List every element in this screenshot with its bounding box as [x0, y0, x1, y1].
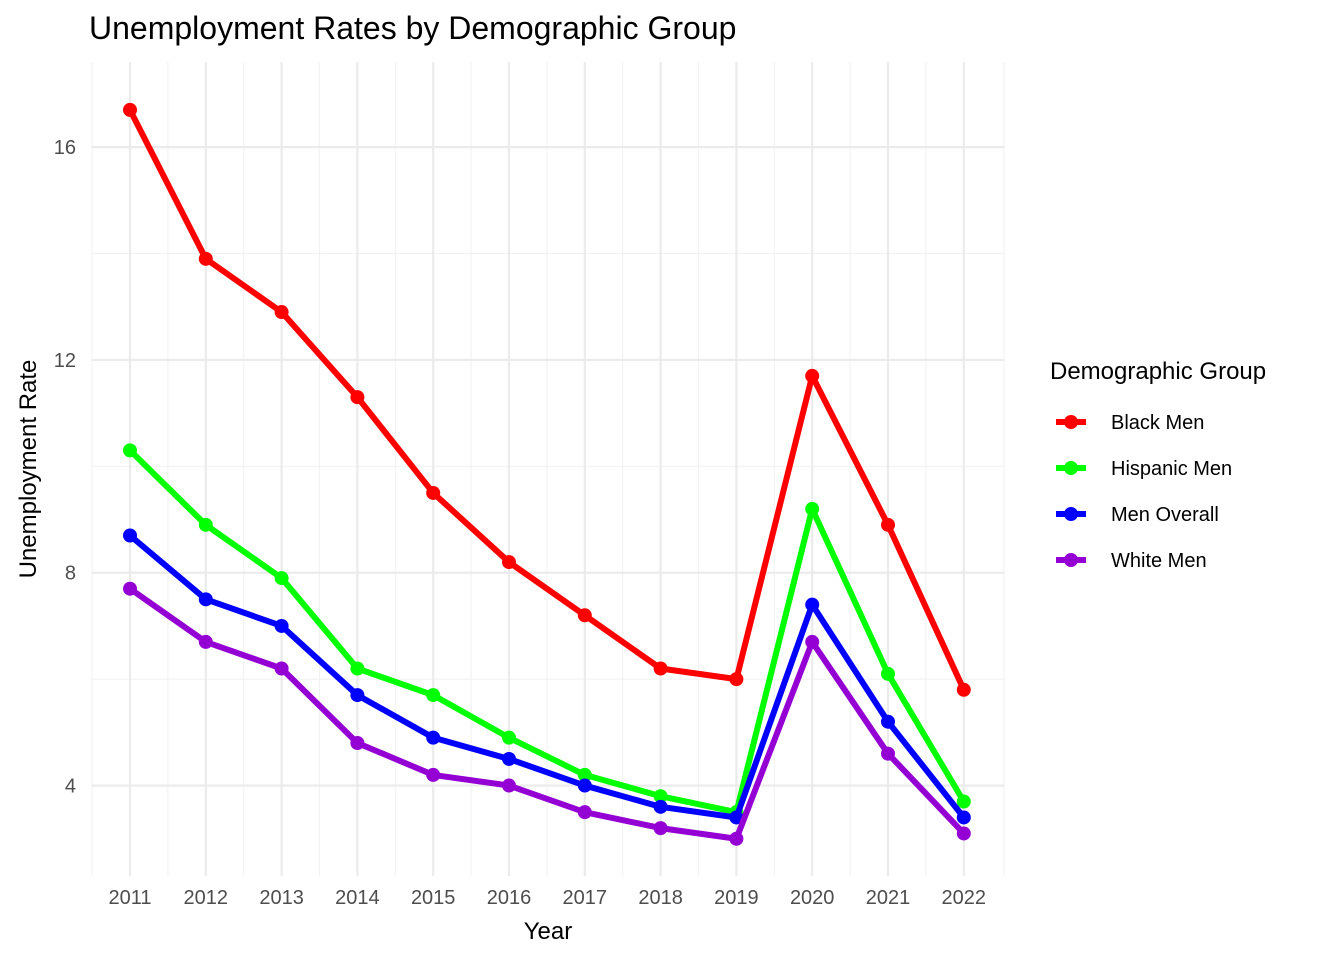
data-point-white-men [198, 634, 213, 649]
data-point-men-overall [577, 778, 592, 793]
data-point-white-men [653, 821, 668, 836]
data-point-hispanic-men [350, 661, 365, 676]
legend-key-point [1064, 507, 1078, 521]
data-point-white-men [956, 826, 971, 841]
legend-item-black-men: Black Men [1056, 412, 1204, 434]
series-white-men [123, 581, 971, 846]
x-axis-ticks: 2011 2012 2013 2014 2015 2016 2017 2018 2019 2020… [108, 887, 986, 909]
legend-item-white-men: White Men [1056, 550, 1207, 572]
data-point-black-men [502, 555, 516, 570]
legend: Demographic Group Black Men Hispanic Men M… [1050, 358, 1266, 572]
x-tick-label: 2015 [411, 887, 456, 909]
series-line-white-men [128, 586, 966, 842]
series-line-hispanic-men [127, 448, 967, 816]
x-tick-label: 2014 [335, 887, 380, 909]
data-point-black-men [653, 661, 668, 676]
data-point-white-men [577, 805, 592, 820]
series-black-men [123, 102, 971, 697]
data-point-white-men [350, 735, 365, 750]
legend-key-point [1064, 553, 1078, 567]
x-tick-label: 2017 [563, 887, 608, 909]
legend-label: White Men [1111, 550, 1207, 572]
legend-label: Men Overall [1111, 504, 1219, 526]
x-axis-title: Year [524, 918, 573, 945]
data-point-hispanic-men [805, 501, 820, 516]
data-point-black-men [729, 672, 744, 687]
data-point-men-overall [729, 810, 744, 825]
data-point-hispanic-men [274, 571, 289, 586]
data-point-men-overall [350, 688, 365, 703]
legend-item-men-overall: Men Overall [1056, 504, 1219, 526]
y-tick-label: 12 [54, 350, 76, 372]
data-point-black-men [805, 368, 820, 383]
y-axis-title: Unemployment Rate [15, 360, 42, 579]
grid [91, 62, 1005, 876]
series-layer [123, 102, 971, 846]
data-point-men-overall [956, 810, 971, 825]
chart-title: Unemployment Rates by Demographic Group [89, 10, 736, 46]
data-point-men-overall [123, 528, 137, 543]
data-point-black-men [350, 390, 365, 405]
x-tick-label: 2011 [108, 887, 151, 909]
data-point-white-men [881, 746, 895, 761]
legend-key-point [1064, 415, 1078, 429]
legend-title: Demographic Group [1050, 358, 1266, 385]
y-tick-label: 8 [65, 563, 76, 585]
data-point-black-men [956, 682, 971, 697]
y-tick-label: 4 [65, 776, 76, 798]
data-point-white-men [729, 831, 744, 846]
data-point-black-men [577, 608, 592, 623]
data-point-men-overall [805, 597, 820, 612]
x-tick-label: 2013 [259, 887, 304, 909]
legend-item-hispanic-men: Hispanic Men [1056, 458, 1232, 480]
legend-label: Black Men [1111, 412, 1204, 434]
x-tick-label: 2012 [184, 887, 229, 909]
data-point-white-men [805, 634, 820, 649]
data-point-hispanic-men [881, 666, 895, 681]
data-point-hispanic-men [956, 794, 971, 809]
legend-label: Hispanic Men [1111, 458, 1232, 480]
data-point-hispanic-men [426, 688, 441, 703]
data-point-men-overall [653, 799, 668, 814]
series-line-men-overall [128, 533, 967, 821]
data-point-men-overall [426, 730, 441, 745]
x-tick-label: 2020 [790, 887, 835, 909]
x-tick-label: 2021 [866, 887, 911, 909]
data-point-black-men [274, 305, 289, 320]
data-point-hispanic-men [502, 730, 516, 745]
legend-key-point [1064, 461, 1078, 475]
x-tick-label: 2019 [714, 887, 759, 909]
data-point-men-overall [274, 618, 289, 633]
data-point-hispanic-men [123, 443, 137, 458]
x-tick-label: 2016 [487, 887, 532, 909]
data-point-black-men [198, 251, 213, 266]
data-point-men-overall [881, 714, 895, 729]
data-point-black-men [881, 517, 895, 532]
data-point-hispanic-men [198, 517, 213, 532]
y-tick-label: 16 [54, 137, 76, 159]
data-point-white-men [426, 767, 441, 782]
y-axis-ticks: 4 8 12 16 [54, 137, 76, 797]
data-point-white-men [123, 581, 137, 596]
data-point-black-men [426, 485, 441, 500]
series-men-overall [123, 528, 971, 825]
x-tick-label: 2022 [942, 887, 987, 909]
data-point-hispanic-men [653, 789, 668, 804]
data-point-white-men [502, 778, 516, 793]
x-tick-label: 2018 [638, 887, 683, 909]
series-line-black-men [127, 108, 967, 692]
data-point-white-men [274, 661, 289, 676]
data-point-men-overall [502, 751, 516, 766]
data-point-men-overall [198, 592, 213, 607]
data-point-hispanic-men [577, 767, 592, 782]
data-point-black-men [123, 102, 137, 117]
